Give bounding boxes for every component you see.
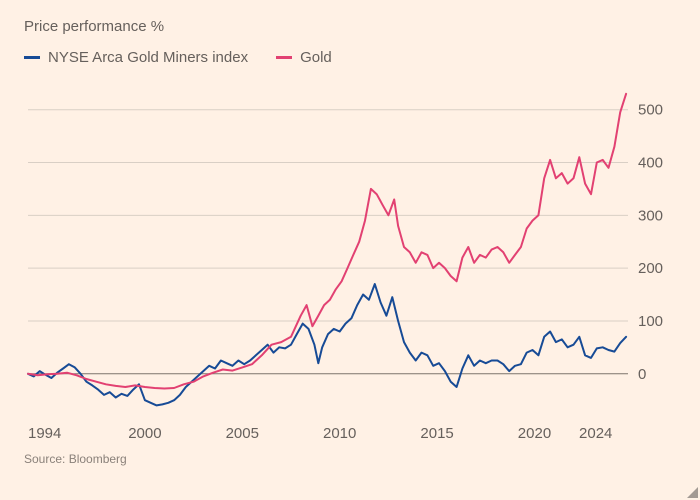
legend-item-gold: Gold xyxy=(276,49,332,66)
chart-subtitle: Price performance % xyxy=(24,18,676,35)
legend-swatch-miners xyxy=(24,56,40,59)
y-tick-label: 300 xyxy=(638,207,663,224)
x-tick-label: 2005 xyxy=(226,425,259,442)
chart-source: Source: Bloomberg xyxy=(24,452,676,466)
chart-legend: NYSE Arca Gold Miners index Gold xyxy=(24,49,676,66)
y-tick-label: 100 xyxy=(638,313,663,330)
legend-item-miners: NYSE Arca Gold Miners index xyxy=(24,49,248,66)
x-tick-label: 2024 xyxy=(579,425,612,442)
y-tick-label: 500 xyxy=(638,102,663,119)
y-tick-label: 0 xyxy=(638,366,646,383)
resize-handle-icon[interactable] xyxy=(687,487,698,498)
x-tick-label: 2000 xyxy=(128,425,161,442)
legend-label-miners: NYSE Arca Gold Miners index xyxy=(48,49,248,66)
legend-swatch-gold xyxy=(276,56,292,59)
series-line xyxy=(28,94,626,389)
x-tick-label: 2020 xyxy=(518,425,551,442)
chart-plot: 0 100 200 300 400 500 1994 2000 2005 2010 2015 2020… xyxy=(24,74,676,444)
x-tick-label: 2015 xyxy=(420,425,453,442)
y-tick-label: 400 xyxy=(638,155,663,172)
x-tick-label: 1994 xyxy=(28,425,61,442)
chart-container: Price performance % NYSE Arca Gold Miner… xyxy=(0,0,700,500)
x-tick-label: 2010 xyxy=(323,425,356,442)
y-tick-label: 200 xyxy=(638,260,663,277)
legend-label-gold: Gold xyxy=(300,49,332,66)
chart-svg: 0 100 200 300 400 500 1994 2000 2005 2010 2015 2020… xyxy=(24,74,676,444)
